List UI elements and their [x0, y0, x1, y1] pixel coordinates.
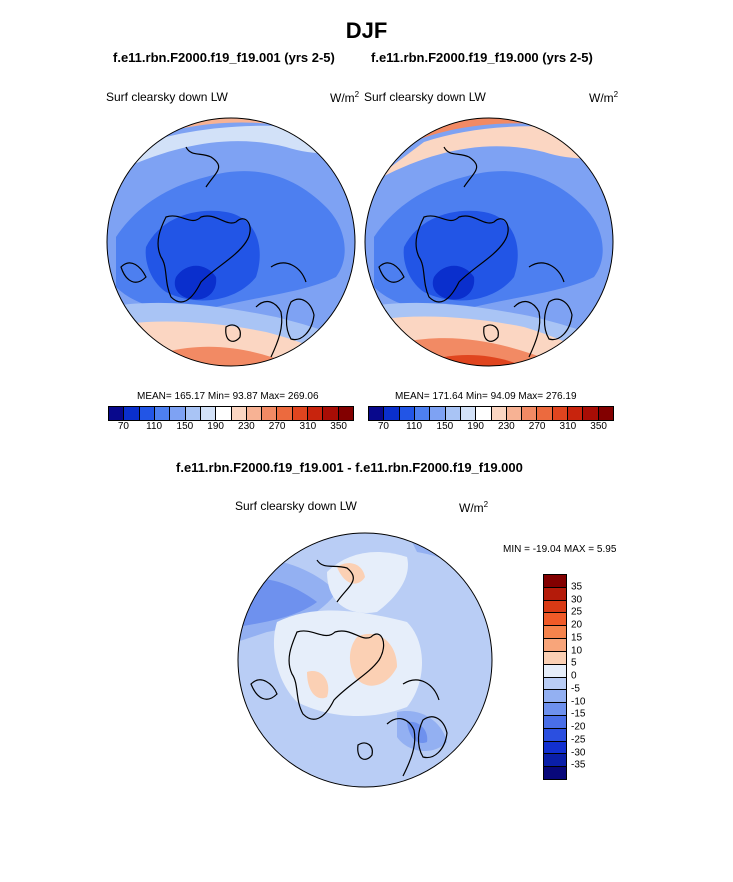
colorbar-swatch [544, 677, 566, 691]
colorbar-tick-label: 230 [498, 421, 515, 432]
colorbar-swatch [430, 407, 446, 420]
colorbar-tick-label: 270 [528, 421, 546, 432]
colorbar-swatch [277, 407, 293, 420]
panel-b-units: W/m2 [589, 90, 619, 105]
colorbar-swatch [185, 407, 201, 420]
colorbar-tick-label: 110 [406, 421, 423, 432]
colorbar-swatch [544, 639, 566, 652]
colorbar-swatch [323, 407, 339, 420]
colorbar-tick-label: 230 [238, 421, 255, 432]
panel-b-label: Surf clearsky down LW [364, 90, 486, 104]
colorbar-tick-label: 190 [467, 421, 484, 432]
colorbar-swatch [308, 407, 324, 420]
colorbar-swatch [544, 626, 566, 640]
colorbar-tick-label: -35 [571, 759, 586, 771]
colorbar-swatch [262, 407, 278, 420]
colorbar-swatch [506, 407, 523, 420]
panel-a-units: W/m2 [330, 90, 360, 105]
panel-a-label: Surf clearsky down LW [106, 90, 228, 104]
colorbar-tick-label: 5 [571, 657, 577, 669]
colorbar-swatch [537, 407, 553, 420]
colorbar-tick-label: 30 [571, 594, 583, 605]
colorbar-tick-label: 15 [571, 632, 583, 644]
colorbar-tick-label: 0 [571, 670, 577, 682]
panel-diff-units: W/m2 [459, 500, 489, 515]
panel-diff-label: Surf clearsky down LW [235, 499, 357, 513]
colorbar-tick-label: 70 [117, 421, 129, 432]
map-panel-b [364, 117, 614, 367]
colorbar-swatch [544, 703, 566, 716]
colorbar-swatch [139, 407, 155, 420]
colorbar-tick-label: 25 [571, 606, 583, 618]
colorbar-swatch [544, 651, 566, 665]
colorbar-swatch [200, 407, 217, 420]
colorbar-swatch [170, 407, 186, 420]
colorbar-swatch [491, 407, 507, 420]
colorbar-tick-label: 35 [571, 581, 583, 593]
colorbar-swatch [522, 407, 538, 420]
colorbar-swatch [544, 741, 566, 755]
colorbar-tick-label: 150 [176, 421, 194, 432]
colorbar-tick-label: 70 [377, 421, 389, 432]
colorbar-swatch [544, 575, 566, 588]
colorbar-swatch [544, 728, 566, 742]
colorbar-swatch [231, 407, 247, 420]
colorbar-tick-label: 310 [299, 421, 317, 432]
season-title: DJF [345, 18, 388, 43]
colorbar-b: 70 110 150 190 230 270 310 350 [368, 406, 614, 433]
panel-diff-stats: MIN = -19.04 MAX = 5.95 [503, 544, 617, 555]
colorbar-swatch [544, 690, 566, 704]
colorbar-diff: 35 30 25 20 15 10 5 0 -5 -10 -15 -20 -25 -30 -35 [543, 574, 585, 780]
colorbar-swatch [583, 407, 599, 420]
colorbar-swatch [414, 407, 431, 420]
colorbar-tick-label: 270 [268, 421, 286, 432]
colorbar-swatch [544, 600, 566, 614]
colorbar-swatch [109, 407, 125, 420]
colorbar-swatch [399, 407, 415, 420]
colorbar-swatch [460, 407, 477, 420]
colorbar-swatch [292, 407, 309, 420]
map-panel-a [106, 117, 356, 367]
colorbar-swatch [598, 407, 613, 420]
colorbar-swatch [568, 407, 584, 420]
colorbar-tick-label: 150 [436, 421, 454, 432]
panel-b-stats: MEAN= 171.64 Min= 94.09 Max= 276.19 [395, 391, 577, 402]
colorbar-tick-label: 310 [559, 421, 577, 432]
colorbar-tick-label: -30 [571, 747, 586, 758]
colorbar-tick-label: 110 [146, 421, 163, 432]
map-panel-diff [237, 532, 493, 788]
case-b-title: f.e11.rbn.F2000.f19_f19.000 (yrs 2-5) [371, 50, 593, 65]
case-a-title: f.e11.rbn.F2000.f19_f19.001 (yrs 2-5) [113, 50, 335, 65]
colorbar-tick-label: 190 [207, 421, 224, 432]
panel-a-stats: MEAN= 165.17 Min= 93.87 Max= 269.06 [137, 391, 319, 402]
colorbar-swatch [384, 407, 400, 420]
colorbar-tick-label: -5 [571, 683, 580, 695]
colorbar-swatch [544, 613, 566, 627]
colorbar-tick-label: 10 [571, 645, 583, 656]
diff-title: f.e11.rbn.F2000.f19_f19.001 - f.e11.rbn.… [176, 460, 523, 475]
colorbar-swatch [544, 754, 566, 768]
colorbar-swatch [544, 587, 566, 601]
colorbar-swatch [369, 407, 385, 420]
colorbar-swatch [544, 664, 566, 678]
colorbar-swatch [216, 407, 232, 420]
colorbar-swatch [154, 407, 171, 420]
colorbar-tick-label: -10 [571, 696, 586, 707]
colorbar-swatch [476, 407, 492, 420]
colorbar-tick-label: 350 [330, 421, 347, 432]
colorbar-swatch [544, 715, 566, 729]
colorbar-tick-label: -25 [571, 734, 586, 746]
colorbar-swatch [124, 407, 140, 420]
colorbar-swatch [552, 407, 569, 420]
colorbar-a: 70 110 150 190 230 270 310 350 [108, 406, 354, 433]
colorbar-tick-label: 20 [571, 619, 583, 631]
colorbar-tick-label: -20 [571, 721, 586, 733]
colorbar-swatch [544, 767, 566, 779]
colorbar-swatch [445, 407, 461, 420]
colorbar-tick-label: -15 [571, 708, 586, 720]
colorbar-swatch [246, 407, 263, 420]
colorbar-swatch [338, 407, 353, 420]
colorbar-tick-label: 350 [590, 421, 607, 432]
